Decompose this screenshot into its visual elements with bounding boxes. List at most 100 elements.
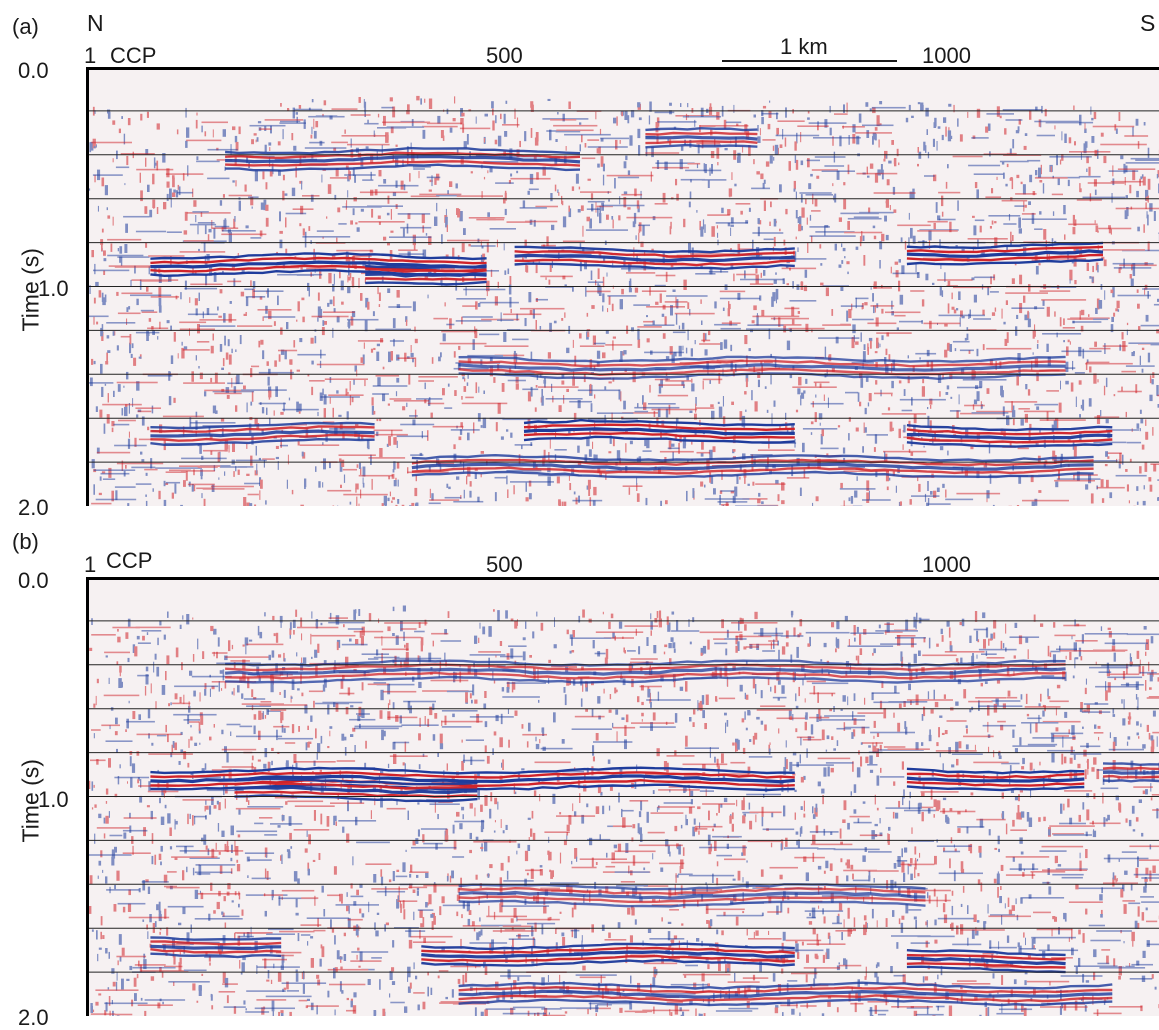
noise-trace — [117, 637, 120, 643]
noise-trace — [543, 906, 546, 914]
noise-trace — [291, 133, 293, 140]
noise-trace — [96, 322, 98, 325]
noise-trace — [903, 425, 905, 433]
noise-trace — [609, 296, 611, 305]
noise-trace — [1039, 119, 1041, 126]
noise-trace — [839, 265, 842, 268]
noise-trace — [1095, 190, 1097, 196]
noise-trace — [843, 248, 846, 251]
wavelet-segment — [820, 448, 838, 450]
wavelet-segment — [265, 119, 304, 121]
noise-trace — [975, 611, 977, 622]
noise-trace — [840, 287, 843, 291]
noise-trace — [459, 823, 462, 829]
wavelet-segment — [621, 194, 642, 196]
noise-trace — [280, 712, 283, 721]
wavelet-segment — [433, 318, 448, 320]
wavelet-segment — [1054, 480, 1095, 482]
noise-trace — [890, 205, 891, 210]
noise-trace — [199, 743, 200, 745]
noise-trace — [1086, 809, 1089, 820]
wavelet-segment — [1073, 321, 1102, 323]
noise-trace — [927, 481, 929, 491]
noise-trace — [298, 301, 300, 311]
noise-trace — [620, 351, 622, 360]
wavelet-segment — [587, 208, 600, 210]
wavelet-segment — [623, 485, 643, 487]
noise-trace — [251, 139, 254, 144]
noise-trace — [758, 380, 760, 387]
wavelet-segment — [685, 170, 721, 172]
noise-trace — [280, 412, 283, 415]
noise-trace — [870, 341, 872, 349]
noise-trace — [350, 220, 353, 224]
noise-trace — [201, 471, 203, 479]
noise-trace — [873, 284, 876, 286]
wavelet-segment — [469, 217, 505, 219]
noise-trace — [470, 693, 472, 698]
noise-trace — [1029, 110, 1031, 120]
wavelet-segment — [166, 471, 186, 473]
noise-trace — [1064, 134, 1067, 143]
noise-trace — [1021, 766, 1024, 769]
noise-trace — [128, 439, 130, 449]
noise-trace — [757, 136, 760, 143]
noise-trace — [265, 145, 267, 152]
wavelet-segment — [603, 205, 645, 207]
noise-trace — [877, 169, 881, 175]
noise-trace — [781, 500, 785, 504]
noise-trace — [911, 397, 913, 405]
noise-trace — [888, 407, 890, 410]
wavelet-segment — [358, 340, 383, 342]
noise-trace — [481, 451, 484, 454]
noise-trace — [844, 500, 845, 506]
wavelet-segment — [332, 108, 358, 110]
wavelet-segment — [502, 419, 547, 421]
noise-trace — [159, 305, 162, 312]
noise-trace — [1089, 366, 1091, 372]
noise-trace — [388, 764, 389, 768]
noise-trace — [89, 142, 91, 152]
noise-trace — [561, 318, 563, 321]
noise-trace — [470, 833, 473, 839]
noise-trace — [1114, 394, 1116, 396]
noise-trace — [567, 825, 570, 831]
wavelet-segment — [797, 125, 828, 127]
noise-trace — [602, 806, 604, 814]
noise-trace — [505, 209, 507, 215]
noise-trace — [299, 105, 301, 109]
noise-trace — [707, 964, 709, 969]
noise-trace — [1001, 975, 1003, 985]
noise-trace — [896, 486, 897, 493]
noise-trace — [652, 853, 653, 859]
noise-trace — [639, 117, 642, 120]
noise-trace — [508, 709, 509, 714]
noise-trace — [1003, 643, 1004, 648]
noise-trace — [940, 446, 943, 450]
noise-trace — [800, 395, 801, 405]
noise-trace — [372, 479, 373, 490]
wavelet-segment — [399, 253, 424, 255]
noise-trace — [121, 979, 124, 990]
noise-trace — [514, 109, 515, 119]
noise-trace — [941, 629, 943, 634]
noise-trace — [1024, 146, 1027, 150]
noise-trace — [353, 380, 355, 385]
noise-trace — [375, 931, 378, 937]
noise-trace — [955, 348, 957, 351]
noise-trace — [737, 740, 740, 750]
noise-trace — [314, 131, 317, 139]
noise-trace — [185, 108, 186, 118]
wavelet-segment — [953, 341, 970, 343]
noise-trace — [628, 170, 630, 175]
noise-trace — [728, 301, 729, 307]
noise-trace — [563, 216, 566, 227]
noise-trace — [254, 505, 256, 507]
noise-trace — [910, 874, 913, 880]
noise-trace — [969, 709, 971, 713]
noise-trace — [167, 182, 170, 188]
noise-trace — [1095, 308, 1098, 314]
noise-trace — [753, 305, 757, 310]
noise-trace — [663, 333, 666, 339]
noise-trace — [874, 236, 876, 240]
